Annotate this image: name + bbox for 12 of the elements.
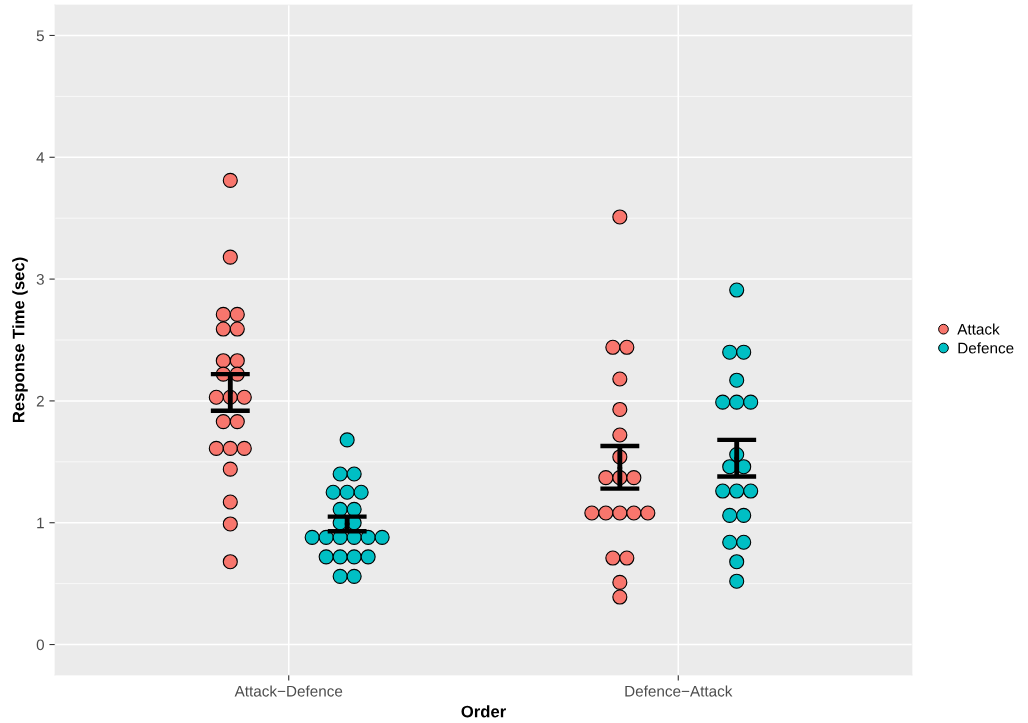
y-tick-label: 1 xyxy=(37,517,44,529)
y-tick-label: 5 xyxy=(36,30,44,42)
y-tick-label: 2 xyxy=(36,395,44,407)
y-tick-label: 0 xyxy=(36,639,44,651)
y-tick-label: 4 xyxy=(36,152,45,163)
legend-label: Defence xyxy=(958,342,1014,354)
x-tick-label: Attack−Defence xyxy=(234,685,343,697)
y-axis-title: Response Time (sec) xyxy=(12,257,28,423)
x-tick-label: Defence−Attack xyxy=(625,685,733,697)
x-axis-title: Order xyxy=(461,705,506,718)
legend-label: Attack xyxy=(957,323,1000,335)
y-tick-label: 3 xyxy=(36,273,44,285)
